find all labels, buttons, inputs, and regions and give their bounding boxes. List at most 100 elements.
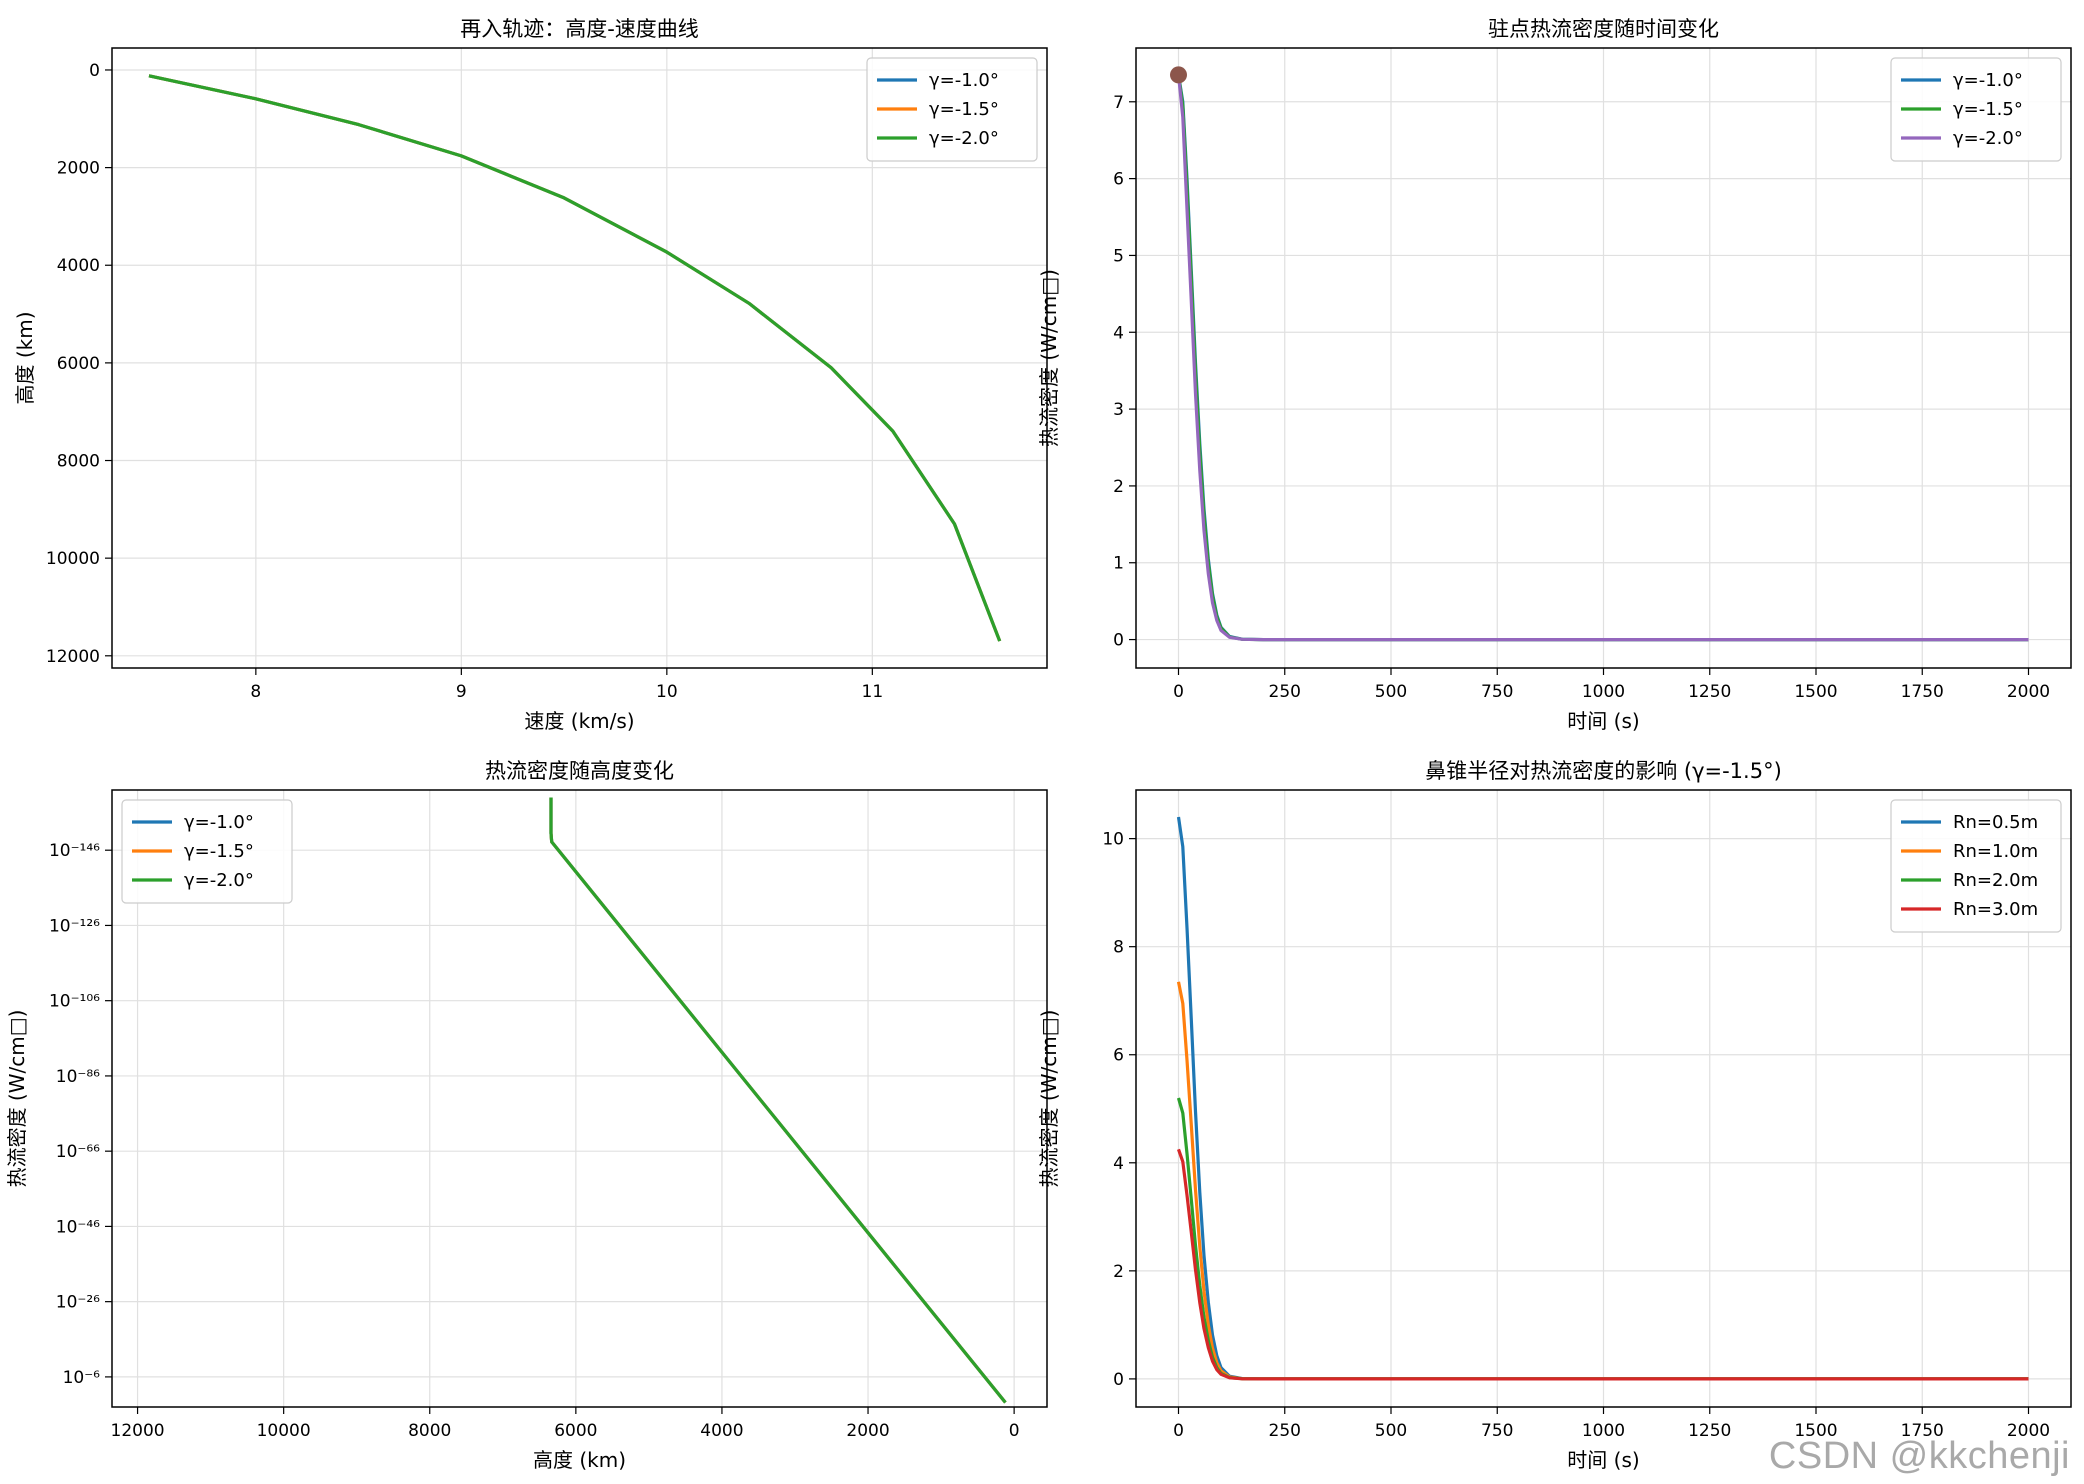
series-group bbox=[148, 74, 1002, 642]
legend-box bbox=[1890, 799, 2062, 933]
y-axis-label: 高度 (km) bbox=[13, 311, 37, 404]
y-tick-label: 6 bbox=[1113, 1046, 1124, 1066]
series-line bbox=[1176, 74, 2029, 642]
legend: Rn=0.5m Rn=1.0m Rn=2.0m Rn=3.0m bbox=[1890, 799, 2062, 933]
axes-frame bbox=[111, 47, 1048, 669]
y-axis-label: 热流密度 (W/cm□) bbox=[1037, 269, 1061, 447]
y-tick-label: 4 bbox=[1113, 1154, 1124, 1174]
y-tick-label: 0 bbox=[1113, 1370, 1124, 1390]
legend-label: Rn=2.0m bbox=[1953, 870, 2038, 891]
x-tick-label: 0 bbox=[1173, 682, 1184, 702]
legend-box bbox=[866, 57, 1038, 162]
x-axis-label: 速度 (km/s) bbox=[524, 709, 634, 733]
y-tick-label: 10⁻⁶ bbox=[63, 1368, 101, 1388]
series-line bbox=[549, 797, 1007, 1404]
x-tick-label: 1500 bbox=[1794, 682, 1837, 702]
y-tick-label: 10⁻¹⁰⁶ bbox=[49, 992, 100, 1012]
legend-label: γ=-1.5° bbox=[1953, 99, 2023, 120]
x-tick-label: 1000 bbox=[1582, 682, 1625, 702]
y-tick-label: 12000 bbox=[46, 647, 100, 667]
y-tick-label: 0 bbox=[1113, 631, 1124, 651]
x-tick-label: 10 bbox=[656, 682, 678, 702]
chart-panel-1: 8 9 10 11 0 2000 4000 6000 8000 10000 12000 再入轨迹：高度… bbox=[13, 17, 1048, 733]
legend-box bbox=[1890, 57, 2062, 162]
chart-panel-4: 0 250 500 750 1000 1250 1500 1750 2000 0 2 4 6 8 10 鼻锥半… bbox=[1037, 759, 2072, 1472]
axes-frame bbox=[111, 789, 1048, 1408]
series-line bbox=[148, 74, 1002, 642]
y-tick-label: 2000 bbox=[57, 159, 100, 179]
legend-label: γ=-1.5° bbox=[929, 99, 999, 120]
x-tick-label: 500 bbox=[1375, 682, 1407, 702]
x-tick-label: 1250 bbox=[1688, 682, 1731, 702]
legend-label: Rn=3.0m bbox=[1953, 899, 2038, 920]
grid-lines bbox=[112, 48, 1047, 668]
chart-title: 热流密度随高度变化 bbox=[485, 759, 674, 783]
y-tick-label: 3 bbox=[1113, 400, 1124, 420]
chart-panel-3: 12000 10000 8000 6000 4000 2000 0 10⁻⁶ 10⁻²⁶ 10⁻⁴… bbox=[5, 759, 1048, 1472]
peak-marker-point bbox=[1170, 66, 1187, 84]
y-tick-label: 8000 bbox=[57, 452, 100, 472]
legend-label: Rn=0.5m bbox=[1953, 812, 2038, 833]
series-line bbox=[549, 797, 1007, 1404]
series-line bbox=[1176, 1148, 2029, 1381]
chart-panel-2: 0 250 500 750 1000 1250 1500 1750 2000 0 1 2 3 4 5 6 7 驻点… bbox=[1037, 17, 2072, 733]
x-tick-label: 1000 bbox=[1582, 1421, 1625, 1441]
y-axis-label: 热流密度 (W/cm□) bbox=[1037, 1010, 1061, 1188]
y-tick-label: 1 bbox=[1113, 554, 1124, 574]
legend-label: γ=-2.0° bbox=[929, 128, 999, 149]
series-group bbox=[1176, 816, 2029, 1381]
y-tick-label: 2 bbox=[1113, 1262, 1124, 1282]
legend-label: γ=-1.0° bbox=[184, 812, 254, 833]
y-tick-label: 10⁻⁴⁶ bbox=[56, 1217, 100, 1237]
x-tick-label: 1500 bbox=[1794, 1421, 1837, 1441]
legend-label: γ=-2.0° bbox=[1953, 128, 2023, 149]
legend-label: γ=-1.0° bbox=[929, 70, 999, 91]
x-tick-label: 1750 bbox=[1901, 682, 1944, 702]
x-tick-label: 0 bbox=[1173, 1421, 1184, 1441]
x-tick-label: 250 bbox=[1269, 682, 1301, 702]
x-tick-label: 4000 bbox=[700, 1421, 743, 1441]
legend: γ=-1.0° γ=-1.5° γ=-2.0° bbox=[1890, 57, 2062, 162]
y-tick-label: 8 bbox=[1113, 938, 1124, 958]
x-tick-label: 8000 bbox=[408, 1421, 451, 1441]
grid-lines bbox=[1136, 48, 2071, 668]
y-tick-label: 10⁻⁶⁶ bbox=[56, 1142, 100, 1162]
chart-title: 鼻锥半径对热流密度的影响 (γ=-1.5°) bbox=[1425, 759, 1782, 783]
series-group bbox=[549, 797, 1007, 1404]
x-tick-label: 1750 bbox=[1901, 1421, 1944, 1441]
x-axis-label: 时间 (s) bbox=[1567, 709, 1639, 733]
x-tick-label: 750 bbox=[1481, 682, 1513, 702]
y-tick-label: 0 bbox=[89, 61, 100, 81]
x-tick-label: 11 bbox=[862, 682, 884, 702]
x-tick-label: 250 bbox=[1269, 1421, 1301, 1441]
y-tick-label: 5 bbox=[1113, 246, 1124, 266]
x-tick-label: 1250 bbox=[1688, 1421, 1731, 1441]
legend-box bbox=[121, 799, 293, 904]
y-tick-label: 6 bbox=[1113, 170, 1124, 190]
x-tick-label: 9 bbox=[456, 682, 467, 702]
x-tick-label: 0 bbox=[1009, 1421, 1020, 1441]
legend-label: γ=-1.5° bbox=[184, 841, 254, 862]
x-tick-label: 2000 bbox=[846, 1421, 889, 1441]
y-tick-label: 4000 bbox=[57, 256, 100, 276]
y-tick-label: 7 bbox=[1113, 93, 1124, 113]
x-tick-label: 8 bbox=[250, 682, 261, 702]
x-tick-label: 12000 bbox=[111, 1421, 165, 1441]
y-tick-label: 10⁻⁸⁶ bbox=[56, 1067, 100, 1087]
x-tick-label: 750 bbox=[1481, 1421, 1513, 1441]
x-tick-label: 500 bbox=[1375, 1421, 1407, 1441]
chart-title: 再入轨迹：高度-速度曲线 bbox=[460, 17, 699, 41]
x-tick-label: 6000 bbox=[554, 1421, 597, 1441]
x-axis-label: 时间 (s) bbox=[1567, 1448, 1639, 1472]
y-tick-label: 10⁻¹²⁶ bbox=[49, 916, 100, 936]
x-tick-label: 2000 bbox=[2007, 1421, 2050, 1441]
x-tick-label: 10000 bbox=[257, 1421, 311, 1441]
y-tick-label: 10⁻¹⁴⁶ bbox=[49, 841, 100, 861]
y-axis-label: 热流密度 (W/cm□) bbox=[5, 1010, 29, 1188]
legend-label: γ=-1.0° bbox=[1953, 70, 2023, 91]
legend-label: Rn=1.0m bbox=[1953, 841, 2038, 862]
watermark-text: CSDN @kkchenji bbox=[1768, 1435, 2070, 1477]
legend: γ=-1.0° γ=-1.5° γ=-2.0° bbox=[121, 799, 293, 904]
x-axis-label: 高度 (km) bbox=[533, 1448, 626, 1472]
